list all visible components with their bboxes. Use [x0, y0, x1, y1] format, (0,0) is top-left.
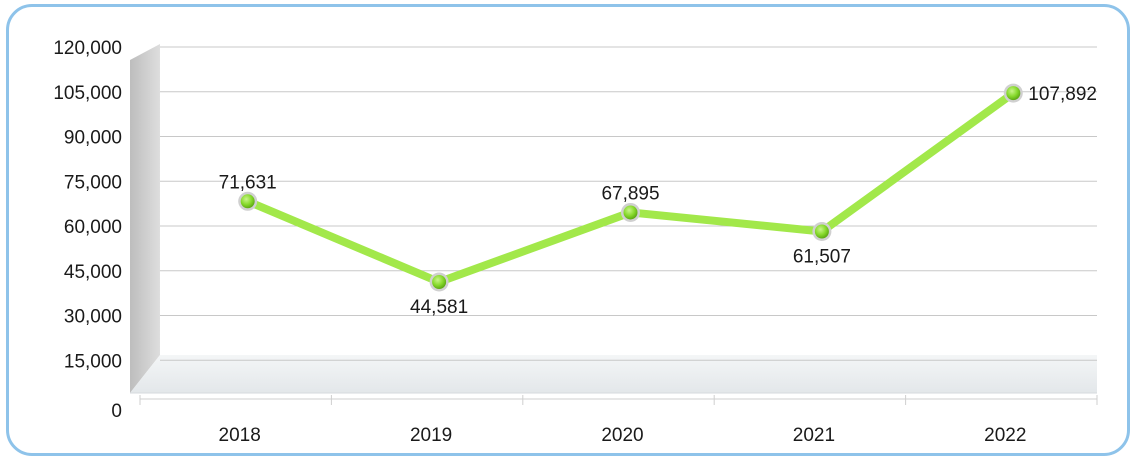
chart-floor: [130, 355, 1097, 393]
y-tick-label: 60,000: [64, 217, 122, 238]
y-tick-label: 45,000: [64, 262, 122, 283]
y-axis-ticks: 0 15,000 30,000 45,000 60,000 75,000 90,000 105…: [53, 38, 122, 422]
x-tick-label: 2018: [219, 425, 261, 446]
y-tick-label: 15,000: [64, 351, 122, 372]
y-tick-label: 90,000: [64, 128, 122, 149]
data-point: [814, 224, 829, 239]
data-point: [623, 205, 638, 220]
data-point: [432, 275, 447, 290]
y-tick-label: 30,000: [64, 307, 122, 328]
data-label: 44,581: [410, 297, 468, 318]
y-tick-label: 105,000: [53, 83, 122, 104]
data-point: [240, 194, 255, 209]
data-label: 61,507: [793, 247, 851, 268]
y-tick-label: 0: [111, 401, 122, 422]
x-axis: 2018 2019 2020 2021 2022: [139, 395, 1098, 446]
x-tick-label: 2019: [410, 425, 452, 446]
chart-side-wall: [130, 44, 160, 393]
x-tick-label: 2021: [793, 425, 835, 446]
data-point: [1006, 86, 1021, 101]
y-tick-label: 120,000: [53, 38, 122, 59]
x-tick-label: 2022: [984, 425, 1026, 446]
data-label: 67,895: [601, 183, 659, 204]
y-tick-label: 75,000: [64, 172, 122, 193]
series-line-group: [238, 83, 1023, 292]
x-tick-label: 2020: [601, 425, 643, 446]
data-label: 107,892: [1028, 84, 1097, 105]
data-label: 71,631: [219, 172, 277, 193]
data-labels: 71,631 44,581 67,895 61,507 107,892: [219, 84, 1097, 318]
